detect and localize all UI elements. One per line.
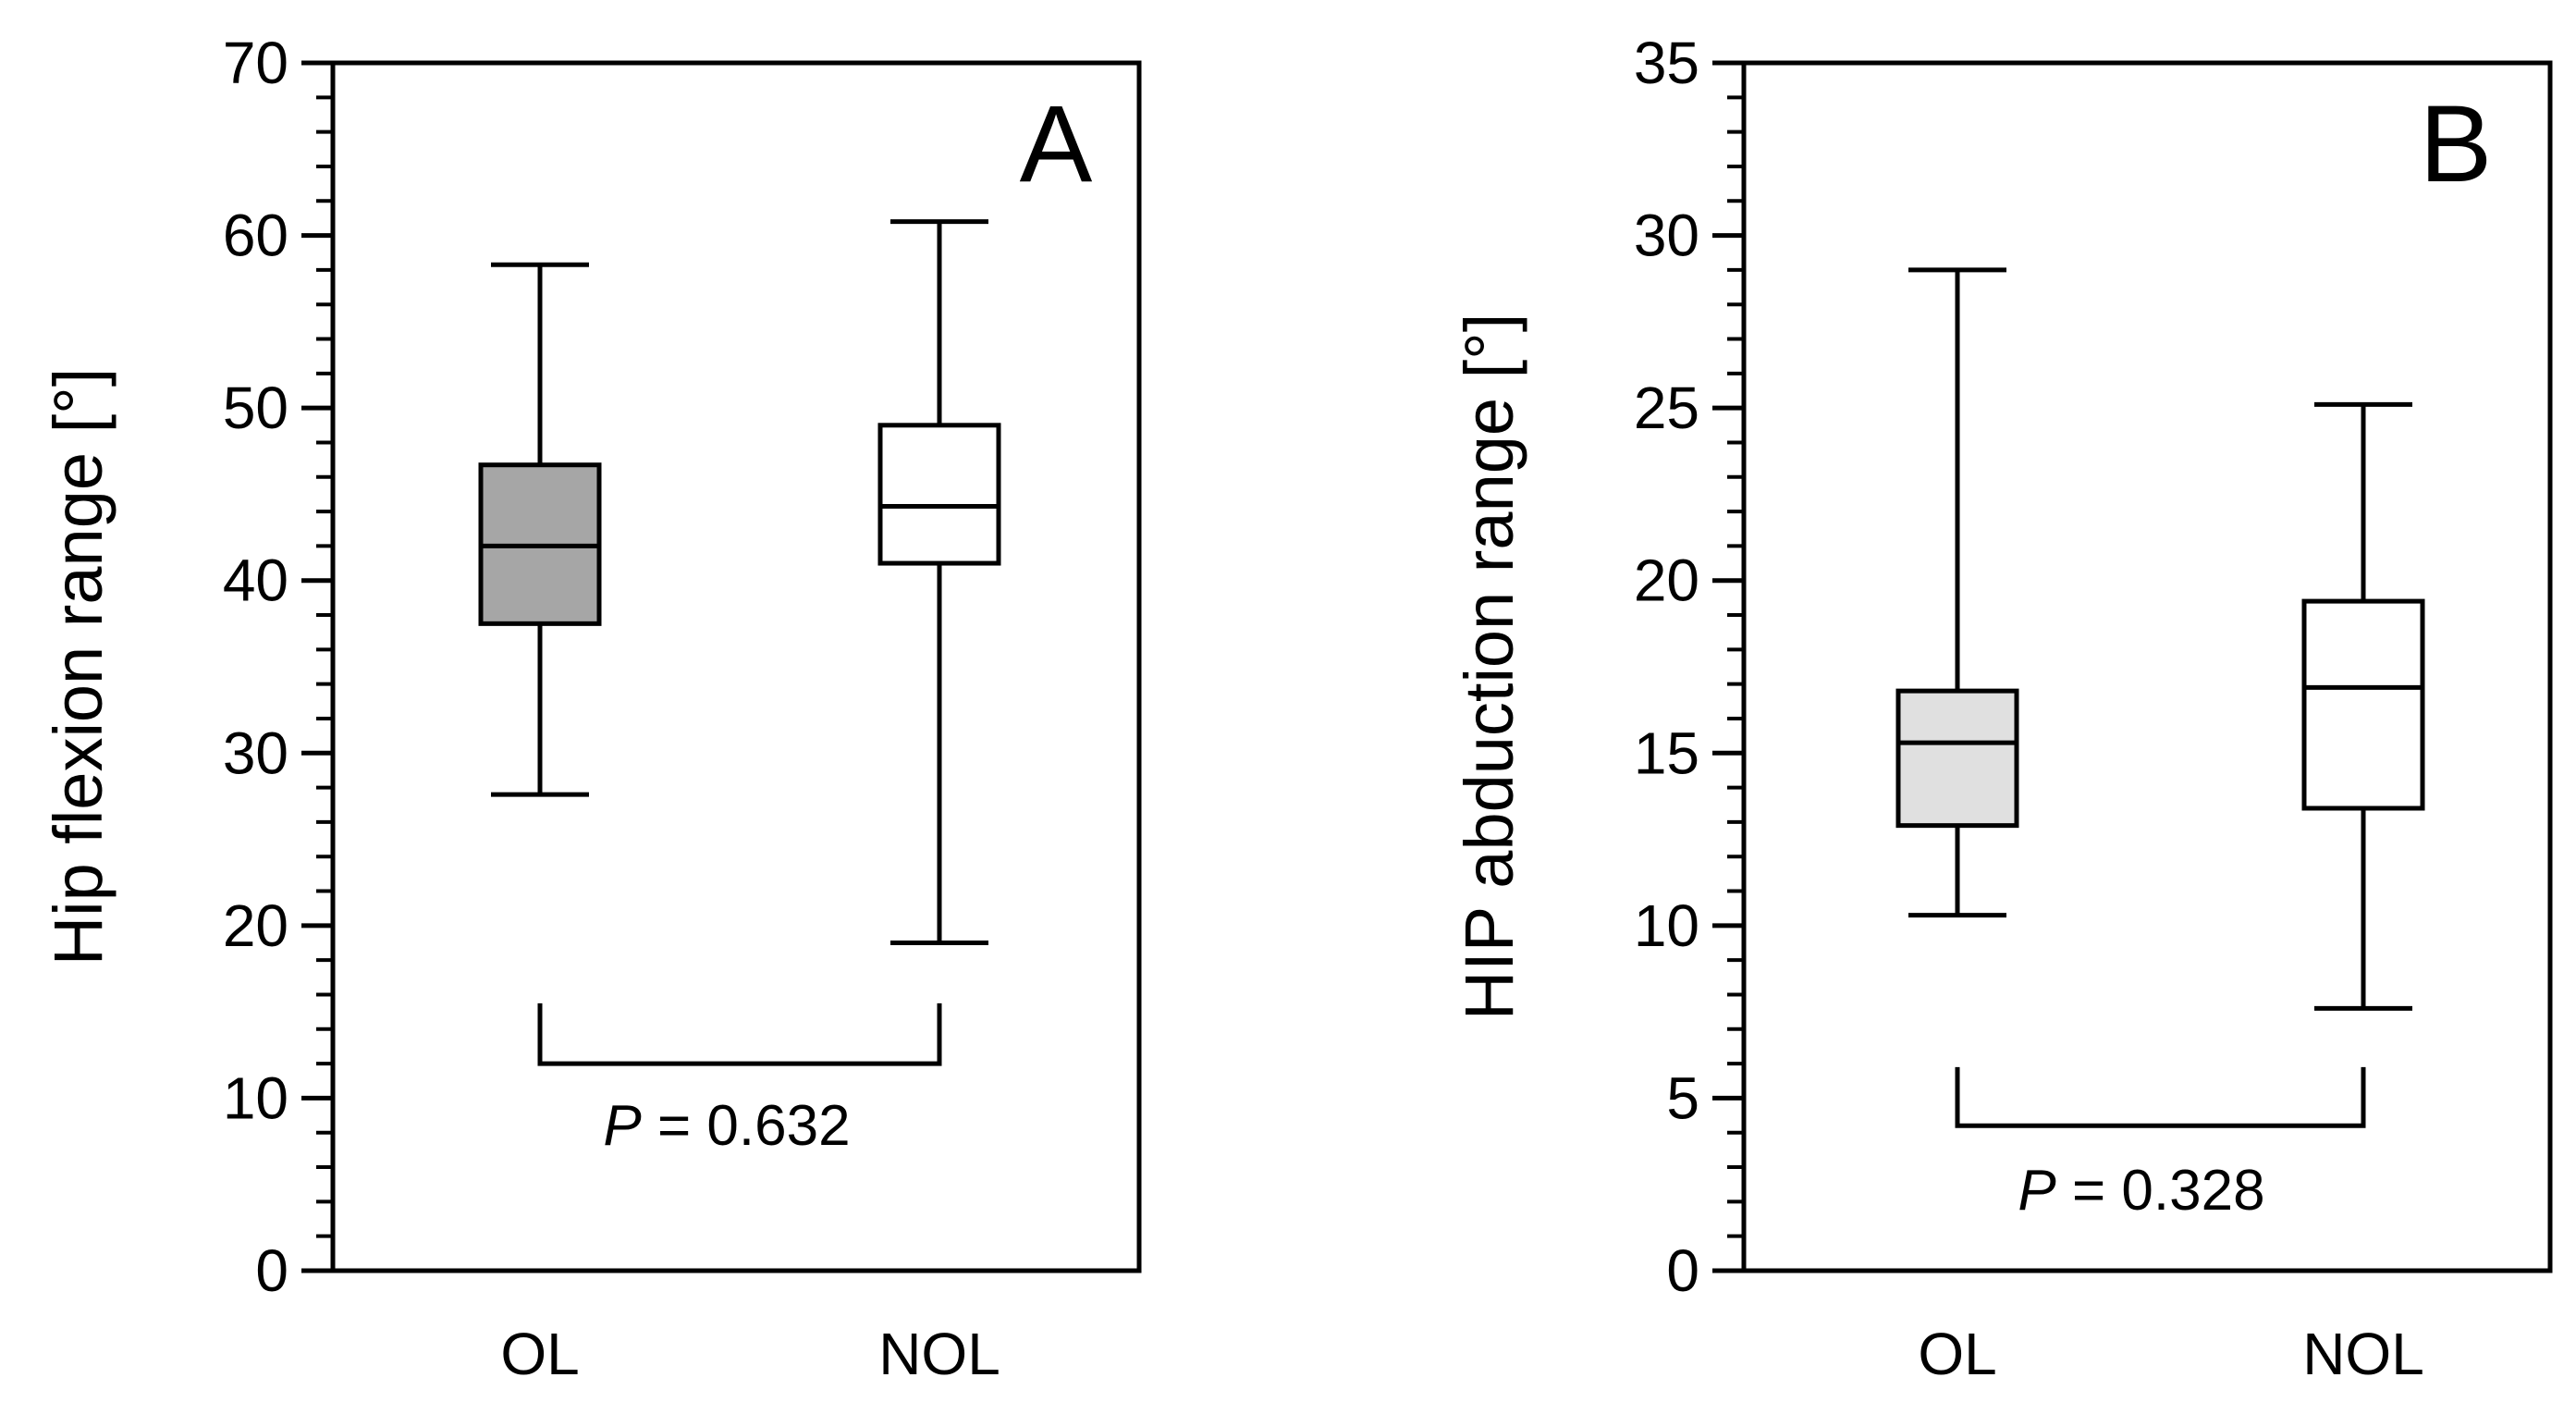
bracket-line bbox=[1955, 1066, 2366, 1128]
p-value-label: P = 0.328 bbox=[2018, 1159, 2264, 1223]
y-tick-label: 20 bbox=[223, 892, 288, 959]
p-symbol: P bbox=[2018, 1159, 2055, 1223]
y-tick-label: 20 bbox=[1634, 547, 1699, 614]
iqr-box bbox=[877, 423, 1001, 566]
x-tick-label: NOL bbox=[878, 1321, 1000, 1387]
p-value: = 0.632 bbox=[642, 1094, 851, 1158]
x-tick-label: OL bbox=[500, 1321, 579, 1387]
comparison-bracket bbox=[1955, 1066, 2366, 1128]
y-tick-label: 60 bbox=[223, 203, 288, 269]
y-tick-label: 10 bbox=[223, 1064, 288, 1131]
y-tick-label: 35 bbox=[1634, 30, 1699, 96]
iqr-box bbox=[1895, 688, 2019, 829]
box-nol bbox=[877, 219, 1001, 946]
box-group bbox=[1895, 267, 2425, 1011]
y-tick-label: 5 bbox=[1666, 1064, 1699, 1131]
y-tick-label: 30 bbox=[223, 719, 288, 786]
y-axis-title: HIP abduction range [°] bbox=[1451, 314, 1527, 1021]
plot-frame bbox=[330, 60, 1142, 1273]
y-tick-label: 30 bbox=[1634, 203, 1699, 269]
y-tick-label: 40 bbox=[223, 547, 288, 614]
p-symbol: P bbox=[603, 1094, 641, 1158]
p-value-label: P = 0.632 bbox=[603, 1094, 850, 1158]
box-ol bbox=[1895, 267, 2019, 918]
y-tick-label: 0 bbox=[1666, 1237, 1699, 1304]
box-ol bbox=[478, 262, 602, 797]
y-tick-label: 25 bbox=[1634, 375, 1699, 441]
x-tick-label: OL bbox=[1918, 1321, 1996, 1387]
y-tick-label: 70 bbox=[223, 30, 288, 96]
panel-letter: B bbox=[2420, 83, 2493, 205]
box-nol bbox=[2301, 401, 2425, 1011]
y-tick-label: 10 bbox=[1634, 892, 1699, 959]
iqr-box bbox=[2301, 598, 2425, 811]
x-tick-label: NOL bbox=[2302, 1321, 2424, 1387]
y-tick-label: 50 bbox=[223, 375, 288, 441]
y-axis-title: Hip flexion range [°] bbox=[40, 368, 117, 966]
y-axis-ticks: 0 10 20 30 40 50 60 70 bbox=[223, 30, 333, 1304]
panel-b: 0 5 10 15 20 25 30 35 B HIP abduction range [°]… bbox=[1451, 30, 2553, 1387]
y-tick-label: 0 bbox=[255, 1237, 288, 1304]
bracket-line bbox=[537, 1002, 942, 1066]
plot-frame bbox=[1741, 60, 2553, 1273]
p-value: = 0.328 bbox=[2056, 1159, 2265, 1223]
y-axis-ticks: 0 5 10 15 20 25 30 35 bbox=[1634, 30, 1744, 1304]
box-group bbox=[478, 219, 1001, 946]
panel-letter: A bbox=[1020, 83, 1093, 205]
comparison-bracket bbox=[537, 1002, 942, 1066]
y-tick-label: 15 bbox=[1634, 719, 1699, 786]
